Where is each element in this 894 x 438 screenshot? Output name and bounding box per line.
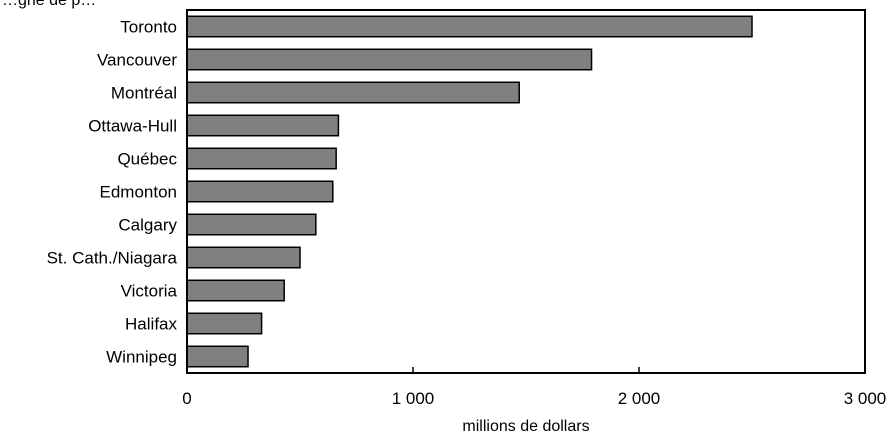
bars-group — [186, 15, 753, 368]
x-tick-label: 3 000 — [844, 389, 887, 408]
bar-halifax — [186, 312, 263, 335]
x-axis-title: millions de dollars — [462, 418, 589, 435]
x-tick-label: 1 000 — [392, 389, 435, 408]
category-label: Vancouver — [97, 51, 177, 70]
x-axis-ticks: 0 1 000 2 000 3 000 — [182, 367, 886, 408]
category-label: Montréal — [111, 84, 177, 103]
category-label: St. Cath./Niagara — [47, 249, 178, 268]
plot-frame — [186, 9, 866, 374]
bar-montr-al — [186, 81, 520, 104]
category-label: Toronto — [120, 18, 177, 37]
category-label: Edmonton — [100, 183, 178, 202]
category-label: Halifax — [125, 315, 177, 334]
bar-vancouver — [186, 48, 593, 71]
bar-toronto — [186, 15, 753, 38]
bar-ottawa-hull — [186, 114, 340, 137]
category-labels: Toronto Vancouver Montréal Ottawa-Hull Québe… — [47, 18, 178, 367]
bar-qu-bec — [186, 147, 337, 170]
category-label: Calgary — [118, 216, 177, 235]
bar-calgary — [186, 213, 317, 236]
category-label: Winnipeg — [106, 348, 177, 367]
x-tick-label: 2 000 — [618, 389, 661, 408]
bar-st-cath-niagara — [186, 246, 301, 269]
x-tick-label: 0 — [182, 389, 191, 408]
category-label: Ottawa-Hull — [88, 117, 177, 136]
top-partial-text: …gne de p… — [2, 0, 96, 9]
category-label: Québec — [117, 150, 177, 169]
bar-winnipeg — [186, 345, 249, 368]
bar-victoria — [186, 279, 285, 302]
bar-edmonton — [186, 180, 334, 203]
category-label: Victoria — [121, 282, 178, 301]
